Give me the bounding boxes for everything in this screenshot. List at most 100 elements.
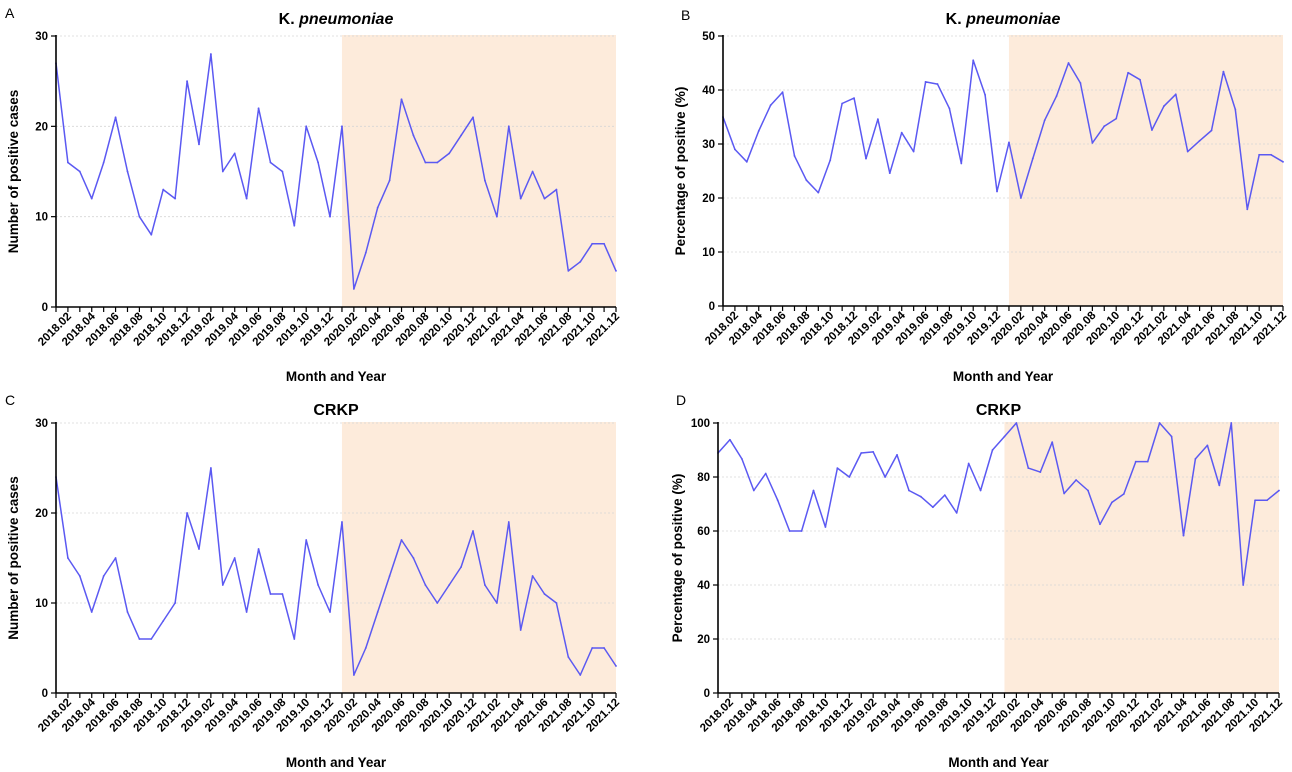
data-point [293,638,296,640]
data-point [1222,70,1225,73]
data-point [1194,458,1197,460]
data-point [1174,93,1177,96]
data-point [90,611,93,613]
y-axis-label: Percentage of positive (%) [673,87,688,256]
data-point [1158,422,1161,424]
data-point [424,584,427,586]
series-line [722,59,1284,211]
data-point [543,197,546,200]
data-point [150,638,153,640]
data-point [341,521,343,523]
data-point [245,197,248,200]
data-point [138,215,141,218]
data-point [329,215,331,218]
data-point [960,162,963,165]
data-point [448,152,451,155]
chart-title: CRKP [313,402,359,419]
highlight-region [1004,422,1279,693]
data-point [824,526,827,528]
data-point [1134,460,1137,463]
data-point [1270,153,1272,156]
y-axis-label: Percentage of positive (%) [670,474,685,643]
chart-title-text: CRKP [313,402,359,419]
data-point [793,154,796,157]
data-point [752,489,755,492]
data-point [1282,160,1284,163]
data-point [567,269,570,272]
data-point [448,584,451,586]
data-point [329,611,331,613]
data-point [1015,422,1018,424]
chart-title-italic-text: pneumoniae [965,11,1060,28]
data-point [221,170,224,173]
data-point [1115,117,1118,120]
data-point [67,557,69,559]
data-point [495,215,498,218]
data-point [848,476,851,478]
data-point [865,157,867,160]
data-point [114,557,117,559]
y-tick-label: 50 [702,31,715,43]
y-tick-label: 0 [709,301,715,313]
data-point [1186,150,1189,153]
data-point [472,116,474,119]
data-point [198,143,200,146]
data-point [591,242,594,245]
data-point [352,288,355,290]
y-tick-label: 20 [35,121,48,133]
data-point [341,125,343,128]
data-point [876,118,879,121]
data-point [269,593,272,595]
y-tick-label: 80 [697,472,710,484]
data-point [495,602,498,604]
data-point [162,620,165,622]
data-point [245,611,248,613]
data-point [78,575,81,577]
y-tick-label: 20 [35,508,48,520]
chart-panel-c: 01020302018.022018.042018.062018.082018.… [5,392,622,770]
chart-title-italic-text: pneumoniae [298,11,393,28]
data-point [615,269,617,272]
data-point [1218,484,1221,487]
data-point [1266,499,1268,502]
chart-panel-b: 010203040502018.022018.042018.062018.082… [673,7,1289,384]
data-point [1079,82,1082,84]
data-point [872,450,875,453]
data-point [567,656,570,658]
data-point [460,566,463,568]
highlight-region [1008,35,1283,306]
data-point [1122,493,1125,495]
data-point [920,495,922,498]
data-point [281,593,284,595]
data-point [924,81,927,83]
data-point [805,179,808,182]
data-point [788,530,791,532]
data-point [126,170,129,173]
data-point [114,116,117,119]
data-point [1206,444,1209,447]
data-point [900,131,903,134]
data-point [729,438,731,441]
data-point [955,512,958,514]
data-point [745,160,748,163]
y-tick-label: 20 [697,634,710,646]
data-point [1110,501,1113,504]
y-tick-label: 30 [702,139,715,151]
data-point [1031,157,1034,160]
data-point [836,467,839,469]
data-point [967,462,970,465]
data-point [1242,584,1245,586]
data-point [257,548,260,550]
chart-title-text: K. [946,11,966,28]
data-point [996,190,998,193]
data-point [991,449,994,451]
data-point [543,593,546,595]
data-point [1246,208,1249,211]
data-point [1146,460,1149,463]
y-tick-label: 10 [35,598,48,610]
chart-title: K. pneumoniae [279,11,394,28]
data-point [1003,435,1006,438]
y-axis-label: Number of positive cases [6,476,21,640]
data-point [776,499,779,502]
panel-letter: B [681,7,690,23]
